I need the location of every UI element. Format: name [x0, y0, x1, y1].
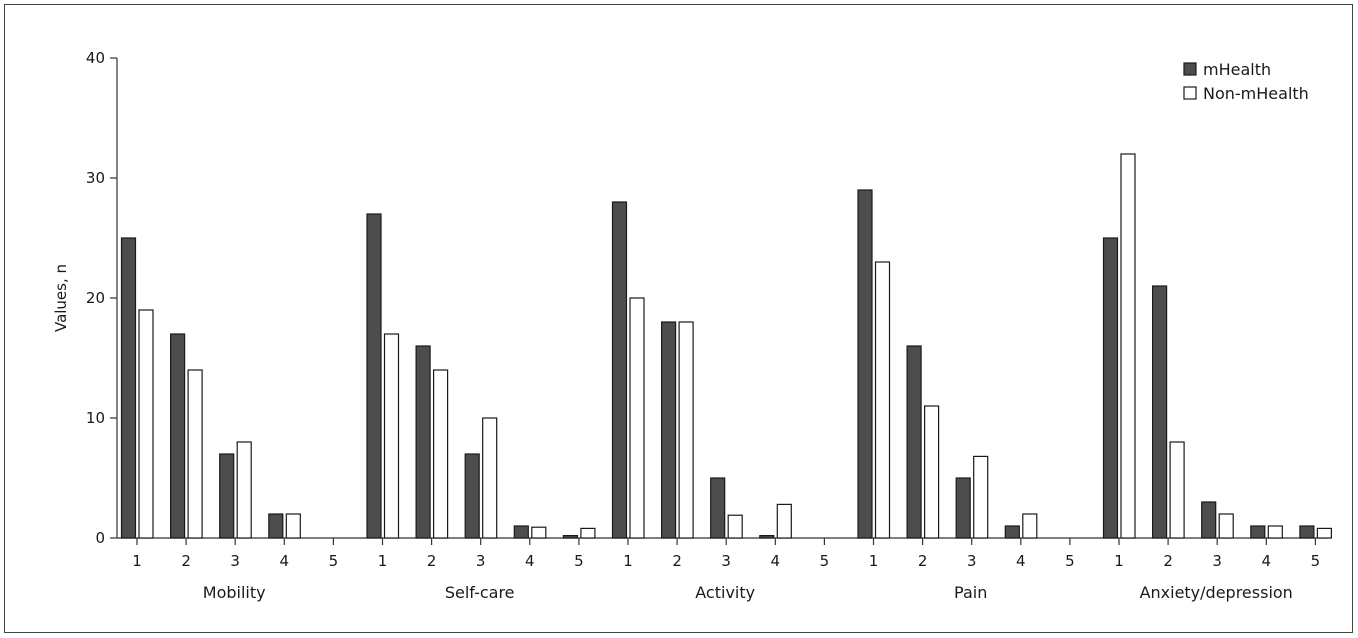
figure-frame: [4, 4, 1353, 633]
x-tick-label: 1: [623, 552, 633, 570]
bar-non-mhealth-activity-3: [727, 514, 743, 539]
group-label: Pain: [954, 583, 987, 602]
x-tick-label: 2: [672, 552, 682, 570]
x-tick-label: 4: [280, 552, 290, 570]
bar-non-mhealth-self-care-5: [580, 527, 596, 539]
y-tick-label: 10: [86, 409, 105, 427]
legend-label-mhealth: mHealth: [1203, 60, 1271, 79]
bar-mhealth-mobility-2: [170, 333, 186, 539]
x-tick-label: 3: [230, 552, 240, 570]
x-tick-label: 5: [1065, 552, 1075, 570]
bar-mhealth-anxiety-depression-3: [1201, 501, 1217, 539]
group-label: Activity: [695, 583, 755, 602]
bar-non-mhealth-activity-4: [776, 503, 792, 539]
x-tick-label: 1: [1114, 552, 1124, 570]
group-labels: Mobility Self-care Activity Pain Anxiety/dep…: [203, 583, 1293, 602]
legend-label-non-mhealth: Non-mHealth: [1203, 84, 1309, 103]
bar-mhealth-activity-1: [611, 201, 628, 539]
x-tick-label: 2: [918, 552, 928, 570]
bar-mhealth-pain-3: [955, 477, 971, 539]
y-tick-label: 0: [95, 529, 105, 547]
x-tick-label: 5: [329, 552, 339, 570]
x-ticks: 1 2 3 4 5 1 2 3 4 5 1 2 3 4 5 1 2 3 4 5 1 2 3 4 5: [132, 538, 1320, 570]
bar-non-mhealth-pain-2: [923, 405, 940, 539]
bar-non-mhealth-pain-3: [973, 455, 989, 539]
x-tick-label: 1: [378, 552, 388, 570]
bar-non-mhealth-mobility-2: [187, 369, 203, 539]
x-tick-label: 4: [525, 552, 535, 570]
bar-mhealth-pain-2: [906, 345, 922, 539]
x-tick-label: 4: [771, 552, 781, 570]
bar-mhealth-pain-1: [857, 189, 873, 539]
x-tick-label: 3: [1212, 552, 1222, 570]
y-tick-label: 30: [86, 169, 105, 187]
legend-swatch-mhealth: [1183, 62, 1197, 76]
group-label: Self-care: [445, 583, 515, 602]
x-tick-label: 3: [721, 552, 731, 570]
y-axis-title-text: Values, n: [52, 264, 70, 332]
x-tick-label: 5: [1311, 552, 1321, 570]
legend: mHealth Non-mHealth: [1183, 60, 1309, 103]
bar-mhealth-pain-4: [1004, 525, 1020, 539]
x-tick-label: 3: [476, 552, 486, 570]
bar-mhealth-self-care-3: [464, 453, 480, 539]
y-axis-title: Values, n: [52, 264, 70, 332]
bar-non-mhealth-activity-1: [629, 297, 645, 539]
x-tick-label: 5: [574, 552, 584, 570]
bar-mhealth-mobility-1: [120, 237, 137, 539]
legend-swatch-non-mhealth: [1183, 86, 1197, 100]
bar-mhealth-activity-4: [759, 534, 775, 539]
x-tick-label: 2: [181, 552, 191, 570]
x-tick-label: 4: [1262, 552, 1272, 570]
x-tick-label: 1: [869, 552, 879, 570]
bar-mhealth-anxiety-depression-5: [1299, 525, 1315, 539]
bar-mhealth-self-care-1: [366, 213, 382, 539]
bar-mhealth-mobility-4: [268, 513, 284, 539]
bar-non-mhealth-anxiety-depression-1: [1120, 153, 1136, 539]
group-label: Anxiety/depression: [1140, 583, 1293, 602]
x-tick-label: 2: [427, 552, 437, 570]
x-tick-label: 4: [1016, 552, 1026, 570]
group-label: Mobility: [203, 583, 266, 602]
bars: [120, 153, 1333, 539]
bar-mhealth-self-care-5: [562, 534, 579, 539]
bar-non-mhealth-mobility-1: [138, 309, 154, 539]
bar-mhealth-activity-2: [660, 321, 677, 539]
bar-mhealth-self-care-4: [513, 525, 529, 539]
bar-non-mhealth-anxiety-depression-3: [1218, 513, 1234, 539]
bar-non-mhealth-pain-1: [874, 261, 891, 539]
y-tick-label: 40: [86, 49, 105, 67]
y-ticks: 0 10 20 30 40: [86, 49, 117, 547]
y-tick-label: 20: [86, 289, 105, 307]
x-tick-label: 1: [132, 552, 142, 570]
bar-non-mhealth-anxiety-depression-2: [1169, 441, 1185, 539]
bar-non-mhealth-self-care-2: [433, 369, 449, 539]
x-tick-label: 3: [967, 552, 977, 570]
bar-non-mhealth-self-care-1: [383, 333, 400, 539]
x-tick-label: 5: [820, 552, 830, 570]
bar-mhealth-activity-3: [710, 477, 726, 539]
bar-mhealth-self-care-2: [415, 345, 431, 539]
bar-non-mhealth-anxiety-depression-5: [1316, 527, 1333, 539]
bar-mhealth-mobility-3: [219, 453, 235, 539]
bar-non-mhealth-mobility-3: [236, 441, 252, 539]
bar-mhealth-anxiety-depression-2: [1151, 285, 1168, 539]
x-tick-label: 2: [1163, 552, 1173, 570]
bar-mhealth-anxiety-depression-4: [1250, 525, 1266, 539]
bar-mhealth-anxiety-depression-1: [1102, 237, 1119, 539]
bar-non-mhealth-pain-4: [1022, 513, 1038, 539]
bar-non-mhealth-mobility-4: [285, 513, 301, 539]
bar-non-mhealth-self-care-3: [482, 417, 498, 539]
bar-non-mhealth-anxiety-depression-4: [1267, 525, 1283, 539]
bar-non-mhealth-activity-2: [678, 321, 694, 539]
bar-non-mhealth-self-care-4: [531, 526, 547, 539]
